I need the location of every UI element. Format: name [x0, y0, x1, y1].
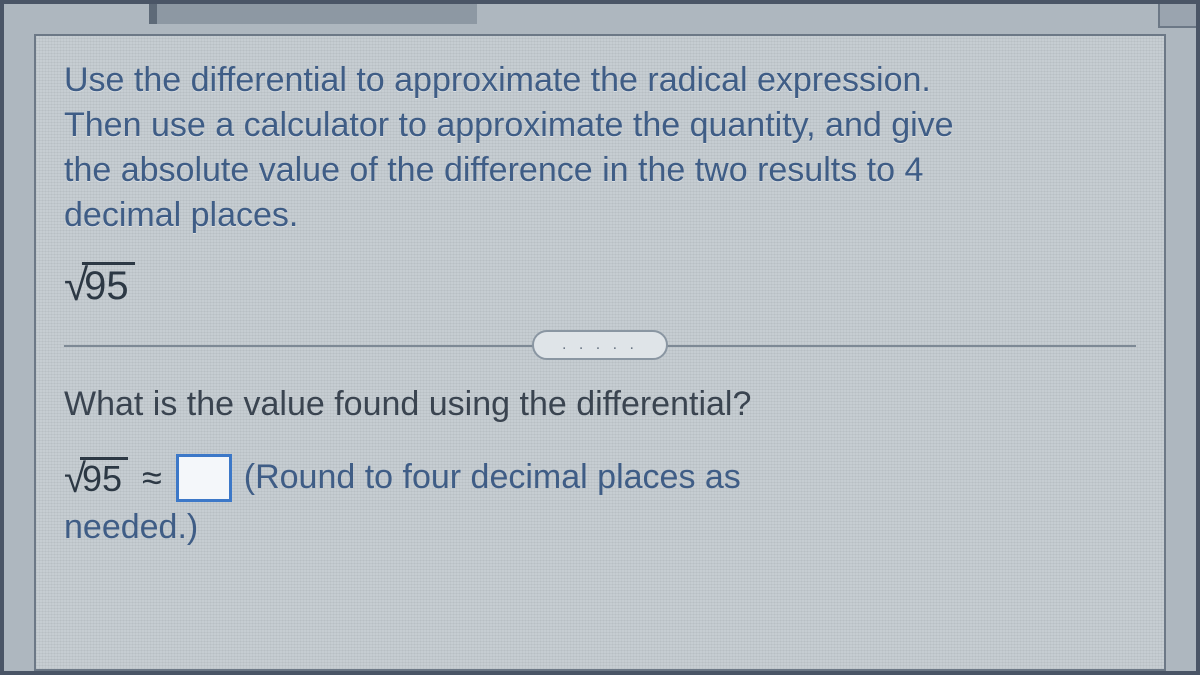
rounding-hint-part2: needed.): [64, 508, 1136, 547]
question-window: Use the differential to approximate the …: [0, 0, 1200, 675]
sqrt-symbol-icon: √: [64, 459, 86, 499]
approx-symbol: ≈: [140, 457, 164, 499]
answer-row: √ 95 ≈ (Round to four decimal places as: [64, 454, 1136, 502]
sqrt-symbol-icon: √: [64, 264, 88, 308]
sqrt-expression: √ 95: [64, 262, 135, 307]
divider-dots: . . . . .: [562, 336, 638, 353]
radicand-value: 95: [82, 262, 135, 307]
section-divider: . . . . .: [64, 325, 1136, 365]
top-divider: [149, 4, 157, 24]
content-panel: Use the differential to approximate the …: [34, 34, 1166, 671]
rounding-hint-part1: (Round to four decimal places as: [244, 458, 741, 497]
answer-input[interactable]: [176, 454, 232, 502]
expand-pill-button[interactable]: . . . . .: [532, 330, 668, 360]
question-prompt: What is the value found using the differ…: [64, 385, 1136, 424]
answer-radicand-value: 95: [80, 457, 128, 498]
answer-sqrt-expression: √ 95: [64, 457, 128, 498]
problem-instructions: Use the differential to approximate the …: [64, 58, 964, 238]
radical-expression: √ 95: [64, 262, 1136, 307]
scrollbar-up-stub[interactable]: [1158, 4, 1196, 28]
top-shaded-strip: [157, 4, 477, 24]
